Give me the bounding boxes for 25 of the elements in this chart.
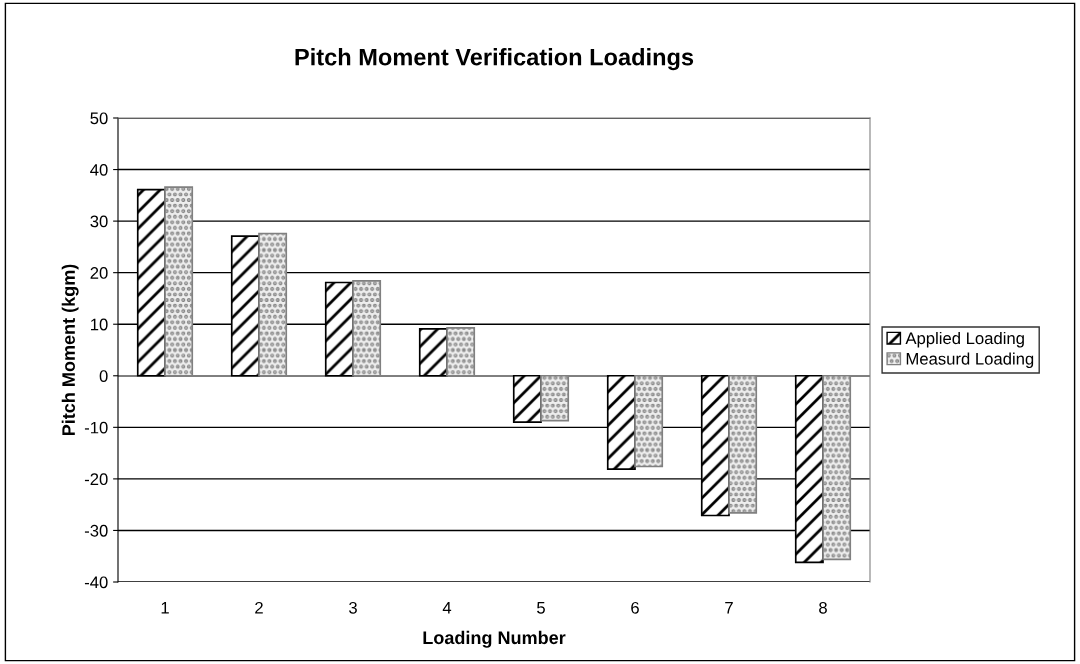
- x-tick-label: 8: [819, 601, 827, 614]
- y-tick-label: 10: [91, 318, 108, 331]
- x-tick-label: 4: [442, 602, 452, 614]
- legend-label: Applied Loading: [905, 331, 1024, 348]
- y-tick-label: 20: [90, 267, 108, 279]
- y-tick-label: 30: [90, 215, 108, 228]
- x-tick-label: 5: [537, 602, 545, 614]
- x-tick-label: 2: [255, 601, 263, 614]
- x-tick-label: 1: [161, 602, 169, 614]
- y-tick-label: -40: [84, 576, 108, 589]
- x-tick-label: 3: [349, 601, 357, 614]
- y-axis-title: Pitch Moment (kgm): [61, 264, 79, 436]
- y-tick-label: -20: [84, 473, 108, 486]
- x-axis-title: Loading Number: [423, 630, 566, 648]
- legend-label: Measurd Loading: [906, 352, 1034, 369]
- chart-title: Pitch Moment Verification Loadings: [295, 48, 694, 71]
- y-tick-label: 40: [90, 163, 108, 176]
- y-tick-label: -10: [84, 421, 108, 434]
- x-tick-label: 6: [631, 601, 639, 614]
- bar: [512, 374, 542, 424]
- y-tick-label: -30: [84, 524, 108, 537]
- bar: [418, 328, 448, 377]
- x-tick-label: 7: [725, 602, 733, 614]
- y-tick-label: 0: [99, 370, 108, 382]
- y-tick-label: 50: [90, 112, 108, 125]
